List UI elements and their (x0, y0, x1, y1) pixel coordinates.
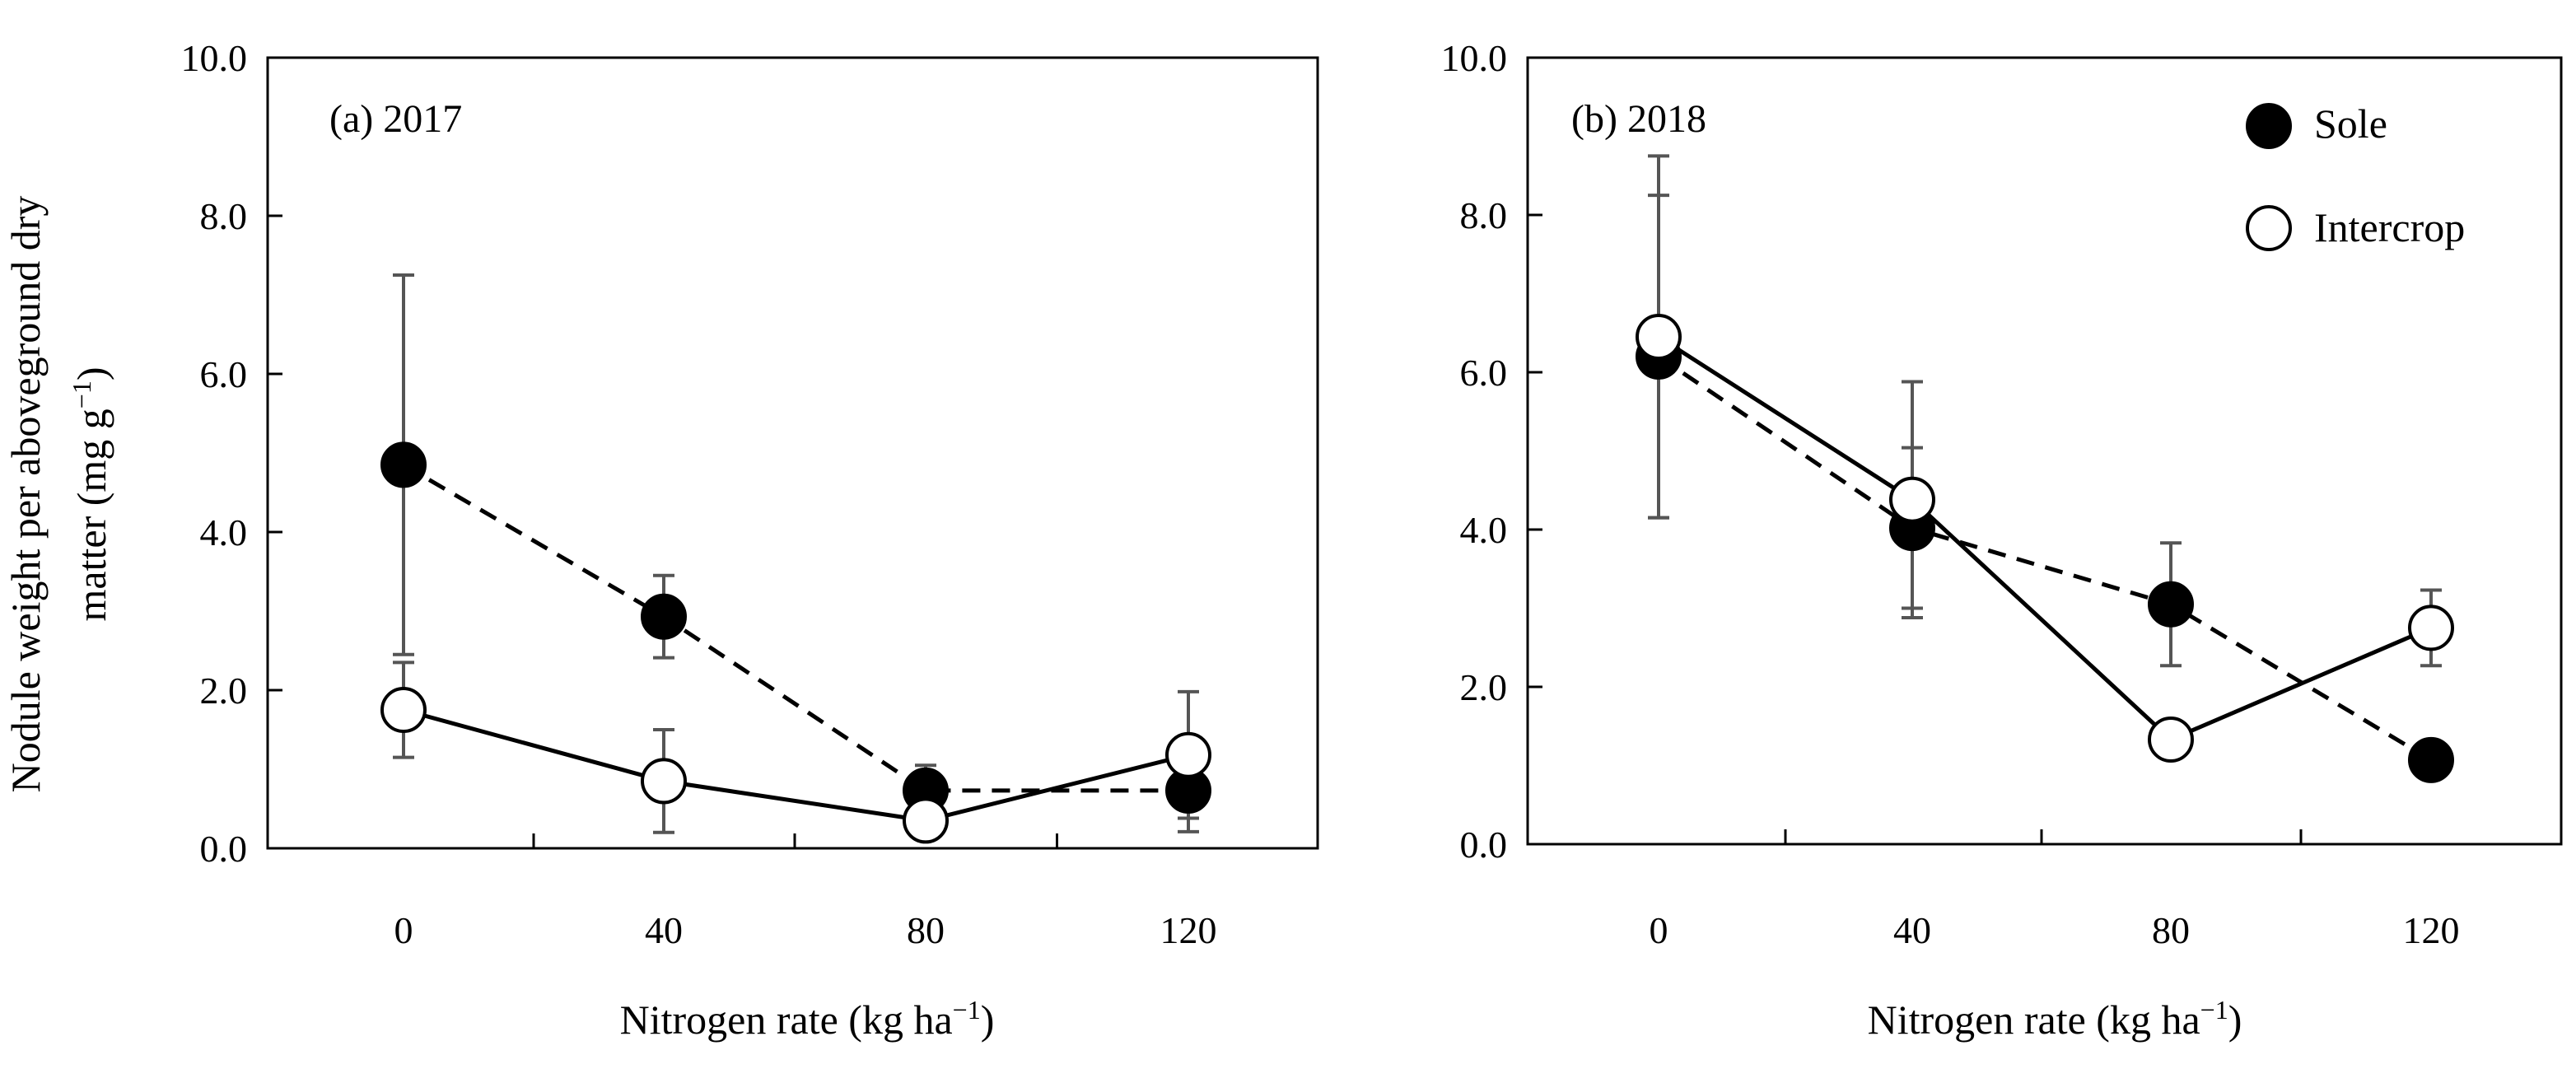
y-axis: 0.0 2.0 4.0 6.0 8.0 10.0 (181, 37, 282, 870)
point-sole (2408, 736, 2454, 783)
x-axis: 0 40 80 120 (1650, 829, 2460, 951)
legend-intercrop-label: Intercrop (2314, 204, 2465, 250)
data-series (380, 273, 1211, 844)
y-tick-label: 6.0 (1460, 352, 1508, 394)
point-intercrop (641, 758, 687, 805)
y-tick-label: 10.0 (1441, 37, 1508, 79)
series-line-intercrop (1657, 334, 2432, 742)
point-intercrop (2408, 605, 2454, 651)
y-tick-label: 6.0 (200, 353, 248, 395)
legend-sole-label: Sole (2314, 100, 2387, 147)
point-intercrop (2148, 716, 2194, 763)
legend-intercrop-marker (2246, 205, 2292, 251)
y-tick-label: 4.0 (200, 511, 248, 553)
y-tick-label: 0.0 (200, 828, 248, 870)
y-tick-label: 10.0 (181, 37, 248, 79)
panel-title: (a) 2017 (329, 97, 462, 141)
data-series (1636, 154, 2454, 783)
point-sole (2148, 581, 2194, 628)
plot-frame (266, 56, 1319, 850)
plot-frame (1526, 56, 2563, 846)
x-tick-label: 0 (1650, 909, 1668, 951)
panel-2017: 0.0 2.0 4.0 6.0 8.0 10.0 0 40 80 120 (a) 2017 Ni… (181, 37, 1319, 1043)
y-tick-label: 2.0 (200, 670, 248, 712)
point-sole (380, 441, 427, 488)
point-intercrop (903, 797, 949, 844)
point-sole (641, 593, 687, 640)
x-tick-label: 40 (645, 909, 683, 951)
y-tick-label: 4.0 (1460, 509, 1508, 551)
point-intercrop (1889, 476, 1935, 523)
x-axis: 0 40 80 120 (394, 833, 1217, 951)
series-line-sole (402, 463, 1188, 793)
y-axis: 0.0 2.0 4.0 6.0 8.0 10.0 (1441, 37, 1542, 866)
legend-sole-marker (2246, 103, 2292, 149)
x-tick-label: 80 (2152, 909, 2190, 951)
y-tick-label: 8.0 (200, 195, 248, 237)
panel-title: (b) 2018 (1571, 97, 1706, 141)
panel-2018: 0.0 2.0 4.0 6.0 8.0 10.0 0 40 80 120 (b) 2018 Ni… (1441, 37, 2563, 1043)
x-axis-title: Nitrogen rate (kg ha−1) (620, 995, 995, 1043)
point-intercrop (1636, 314, 1682, 361)
x-tick-label: 40 (1893, 909, 1931, 951)
y-axis-title-line1: Nodule weight per aboveground dry (2, 196, 49, 793)
legend: Sole Intercrop (2246, 100, 2465, 251)
y-tick-label: 8.0 (1460, 194, 1508, 236)
y-axis-title-line2: matter (mg g−1) (67, 367, 114, 622)
point-intercrop (380, 687, 427, 733)
x-tick-label: 120 (1160, 909, 1217, 951)
y-tick-label: 0.0 (1460, 824, 1508, 866)
series-line-sole (1657, 354, 2433, 762)
x-tick-label: 120 (2403, 909, 2460, 951)
y-axis-title: Nodule weight per aboveground dry matter… (2, 196, 114, 793)
point-intercrop (1165, 731, 1211, 778)
series-line-intercrop (403, 707, 1189, 823)
y-tick-label: 2.0 (1460, 666, 1508, 708)
x-axis-title: Nitrogen rate (kg ha−1) (1868, 995, 2242, 1043)
x-tick-label: 0 (394, 909, 413, 951)
x-tick-label: 80 (907, 909, 945, 951)
